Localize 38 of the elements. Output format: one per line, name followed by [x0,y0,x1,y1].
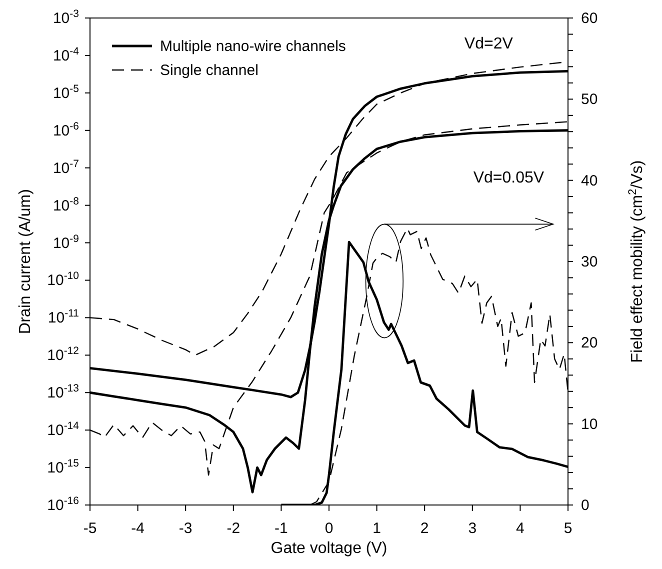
x-tick-label: 5 [564,520,572,537]
y-tick-label: 10$^{-13}$ [47,382,80,402]
x-tick-label: -1 [274,520,288,537]
y-tick-label: 10$^{-12}$ [47,345,80,364]
x-axis-title: Gate voltage (V) [270,540,388,557]
y-tick-label: 10$^{-6}$ [52,120,80,140]
y2-tick-label: 30 [581,254,598,270]
x-tick-label: -2 [226,520,240,537]
y-tick-label: 10$^{-14}$ [47,420,80,440]
x-tick-label: 2 [420,520,429,537]
y-tick-label: 10$^{-4}$ [52,45,80,64]
y-tick-label: 10$^{-11}$ [48,308,80,327]
x-tick-label: 3 [468,520,477,537]
annotation: Vd=0.05V [473,169,544,186]
y-tick-label: 10$^{-9}$ [52,232,80,252]
annotation: Vd=2V [464,35,514,52]
y-tick-label: 10$^{-8}$ [52,195,80,214]
x-tick-label: 0 [324,520,334,537]
y-tick-label: 10$^{-7}$ [52,158,80,177]
y-axis-title: Drain current (A/um) [17,189,34,334]
legend-label: Multiple nano-wire channels [160,38,346,55]
x-tick-label: -5 [83,520,97,537]
y-tick-label: 10$^{-10}$ [47,270,80,290]
x-tick-label: -3 [178,520,192,537]
y-tick-label: 10$^{-15}$ [47,458,80,477]
legend-label: Single channel [160,62,258,79]
y-tick-label: 10$^{-3}$ [52,8,80,27]
y-tick-label: 10$^{-5}$ [52,82,80,102]
y2-tick-label: 0 [581,497,590,514]
y2-tick-label: 10 [581,416,598,433]
x-tick-label: 4 [516,520,524,537]
y2-tick-label: 60 [581,10,598,27]
x-tick-label: 1 [372,520,381,537]
y2-tick-label: 40 [581,172,598,190]
y2-tick-label: 50 [581,91,598,108]
y-tick-label: 10$^{-16}$ [47,495,80,514]
y2-tick-label: 20 [581,334,598,352]
x-tick-label: -4 [131,520,144,537]
